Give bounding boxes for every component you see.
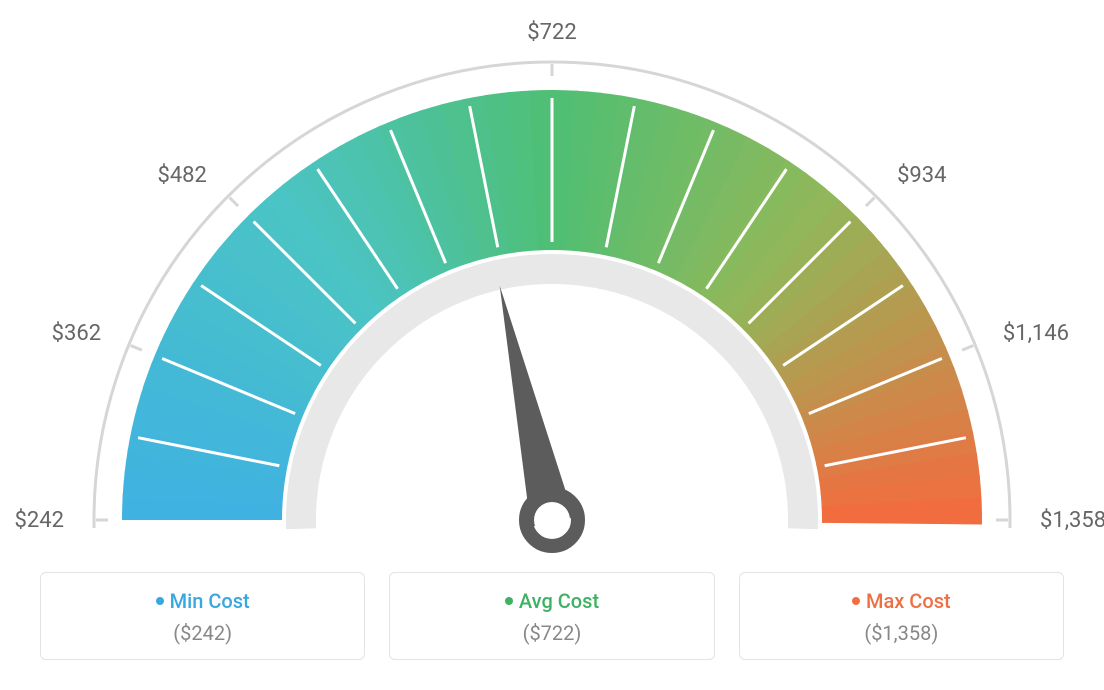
tick-label: $1,146 <box>1003 321 1069 346</box>
tick-label: $722 <box>517 20 587 45</box>
legend-title-text: Avg Cost <box>519 589 599 613</box>
outer-tick <box>230 198 238 206</box>
tick-label: $1,358 <box>1040 508 1104 533</box>
legend-card: Min Cost ($242) <box>40 572 365 660</box>
legend-title: Avg Cost <box>390 589 713 613</box>
legend-value: ($722) <box>390 621 713 645</box>
legend-value: ($242) <box>41 621 364 645</box>
tick-label: $242 <box>0 508 64 533</box>
tick-label: $934 <box>897 163 946 188</box>
legend-title: Min Cost <box>41 589 364 613</box>
outer-tick <box>866 198 874 206</box>
legend-title-text: Max Cost <box>866 589 951 613</box>
legend-title-text: Min Cost <box>170 589 250 613</box>
outer-tick <box>131 345 142 350</box>
tick-label: $482 <box>137 163 207 188</box>
gauge-svg <box>0 10 1104 570</box>
needle-hub-inner <box>534 502 570 538</box>
tick-label: $362 <box>31 321 101 346</box>
legend-dot-icon <box>852 597 860 605</box>
legend-row: Min Cost ($242) Avg Cost ($722) Max Cost ($1,… <box>40 572 1064 660</box>
legend-value: ($1,358) <box>740 621 1063 645</box>
cost-gauge: $242 $362 $482 $722 $934 $1,146 $1,358 <box>0 10 1104 570</box>
legend-card: Avg Cost ($722) <box>389 572 714 660</box>
legend-dot-icon <box>156 597 164 605</box>
outer-tick <box>962 345 973 350</box>
legend-title: Max Cost <box>740 589 1063 613</box>
legend-dot-icon <box>505 597 513 605</box>
legend-card: Max Cost ($1,358) <box>739 572 1064 660</box>
